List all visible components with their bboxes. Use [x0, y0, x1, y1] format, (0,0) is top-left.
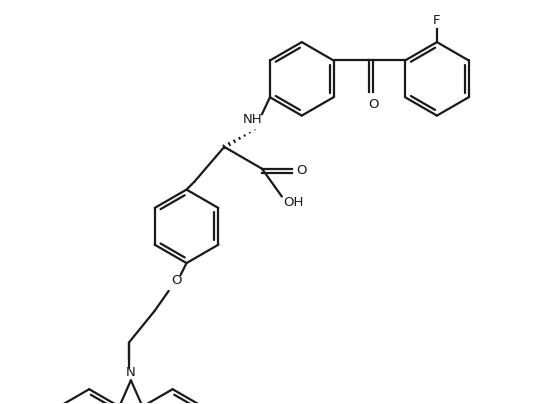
Text: O: O	[296, 164, 307, 177]
Text: O: O	[171, 274, 182, 288]
Text: O: O	[368, 98, 379, 111]
Text: NH: NH	[242, 113, 262, 126]
Text: F: F	[433, 14, 441, 27]
Text: OH: OH	[283, 196, 304, 209]
Text: N: N	[126, 366, 136, 379]
